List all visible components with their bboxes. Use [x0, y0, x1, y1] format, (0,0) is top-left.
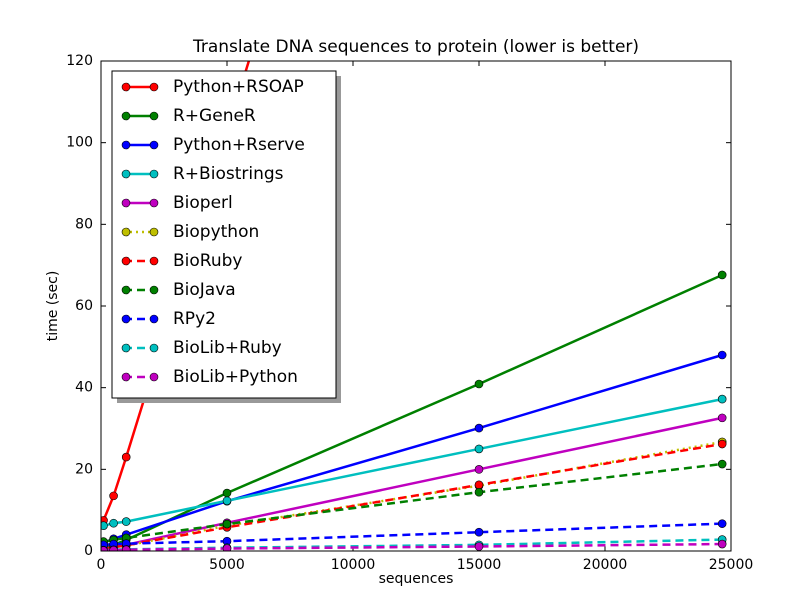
legend-marker [121, 198, 131, 208]
data-point [109, 545, 118, 551]
legend-marker [121, 314, 131, 324]
y-tick-label: 80 [75, 216, 93, 232]
legend-marker [121, 111, 131, 121]
legend-marker [149, 343, 159, 353]
y-tick-label: 0 [84, 543, 93, 559]
data-point [717, 539, 727, 549]
y-tick-label: 60 [75, 298, 93, 314]
legend-label: BioRuby [173, 251, 242, 271]
data-point [474, 542, 484, 551]
data-point [121, 517, 131, 526]
legend-marker [149, 169, 159, 179]
legend-marker [149, 314, 159, 324]
data-point [717, 394, 727, 404]
legend-marker [121, 372, 131, 382]
series-line [103, 522, 723, 547]
legend-marker [149, 372, 159, 382]
data-point [717, 439, 727, 449]
legend-marker [149, 140, 159, 150]
legend-marker [121, 140, 131, 150]
legend-marker [149, 82, 159, 92]
data-point [222, 496, 232, 506]
data-point [717, 350, 727, 360]
data-point [717, 270, 727, 280]
legend-label: BioLib+Python [173, 367, 298, 387]
data-point [474, 480, 484, 490]
legend-marker [121, 285, 131, 295]
legend-marker [121, 169, 131, 179]
data-point [474, 379, 484, 389]
data-point [121, 545, 131, 551]
y-tick-label: 20 [75, 461, 93, 477]
legend-marker [149, 111, 159, 121]
x-tick-label: 20000 [583, 557, 628, 573]
data-point [101, 521, 108, 530]
x-tick-label: 5000 [209, 557, 245, 573]
series-line [103, 442, 723, 551]
data-point [222, 488, 232, 498]
data-point [474, 487, 484, 497]
legend-label: R+Biostrings [173, 164, 284, 184]
data-point [109, 518, 118, 528]
legend-label: BioLib+Ruby [173, 338, 282, 358]
legend-marker [149, 227, 159, 237]
legend-marker [121, 256, 131, 266]
legend-label: RPy2 [173, 309, 216, 329]
y-tick-label: 120 [66, 53, 93, 69]
x-axis-label: sequences [379, 571, 454, 587]
plot-area [101, 61, 727, 551]
legend-label: BioJava [173, 280, 236, 300]
legend-box [111, 70, 337, 399]
legend-label: Python+RSOAP [173, 77, 304, 97]
legend-label: R+GeneR [173, 106, 256, 126]
data-point [109, 491, 118, 501]
data-point [474, 527, 484, 537]
data-point [474, 444, 484, 454]
series-line [103, 538, 723, 551]
y-axis-label: time (sec) [45, 271, 61, 342]
data-point [474, 465, 484, 474]
data-point [121, 452, 131, 462]
legend-label: Python+Rserve [173, 135, 305, 155]
data-point [717, 459, 727, 469]
legend-marker [149, 256, 159, 266]
legend-marker [149, 198, 159, 208]
series-line [102, 61, 251, 521]
data-point [222, 544, 232, 551]
data-point [222, 519, 232, 529]
legend-label: Bioperl [173, 193, 233, 213]
x-tick-label: 0 [97, 557, 106, 573]
x-tick-label: 10000 [331, 557, 376, 573]
chart-title: Translate DNA sequences to protein (lowe… [192, 37, 639, 57]
x-tick-label: 25000 [709, 557, 754, 573]
x-tick-label: 15000 [457, 557, 502, 573]
legend-marker [121, 343, 131, 353]
y-tick-label: 40 [75, 380, 93, 396]
series-line [103, 542, 723, 551]
legend-marker [149, 285, 159, 295]
legend-label: Biopython [173, 222, 259, 242]
data-point [717, 519, 727, 528]
y-tick-label: 100 [66, 135, 93, 151]
series-line [103, 462, 723, 543]
data-point [717, 413, 727, 423]
legend-marker [121, 82, 131, 92]
legend-marker [121, 227, 131, 237]
plot-frame [100, 60, 732, 552]
data-point [474, 423, 484, 433]
